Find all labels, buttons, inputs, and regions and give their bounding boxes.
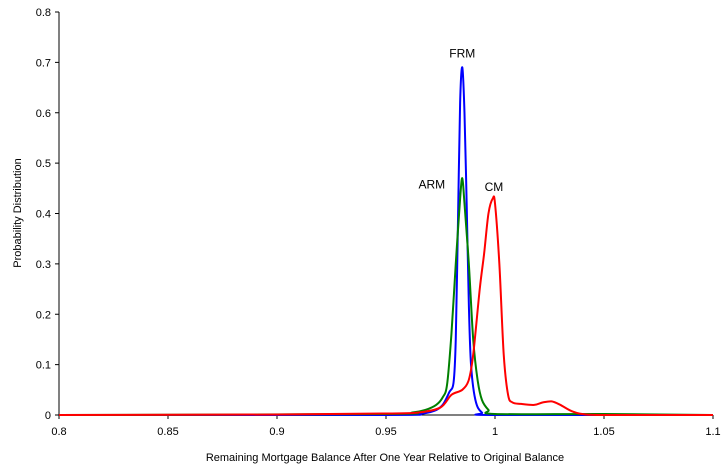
series-label-cm: CM xyxy=(485,180,504,194)
annotation-layer: FRM ARM CM xyxy=(418,46,503,193)
y-tick-label: 0 xyxy=(45,410,51,422)
series-layer xyxy=(58,66,714,417)
series-label-frm: FRM xyxy=(449,46,475,60)
y-axis-title: Probability Distribution xyxy=(12,158,24,267)
axes: 0 0.1 0.2 0.3 0.4 0.5 0.6 0.7 0.8 0.8 0.85 0.9 0.95 1… xyxy=(36,7,721,438)
series-label-arm: ARM xyxy=(418,177,445,191)
series-line-cm xyxy=(58,195,713,416)
x-axis-title: Remaining Mortgage Balance After One Yea… xyxy=(206,452,564,464)
y-tick-label: 0.6 xyxy=(36,108,51,120)
y-tick-label: 0.3 xyxy=(36,259,51,271)
x-tick-label: 0.8 xyxy=(51,426,66,438)
y-tick-label: 0.4 xyxy=(36,209,51,221)
x-tick-label: 1.1 xyxy=(705,426,720,438)
series-line-frm xyxy=(59,66,713,417)
y-tick-label: 0.1 xyxy=(36,360,51,372)
y-tick-label: 0.8 xyxy=(36,7,51,19)
x-tick-label: 0.9 xyxy=(269,426,284,438)
y-tick-label: 0.5 xyxy=(36,158,51,170)
plot-background xyxy=(59,12,713,415)
y-tick-label: 0.2 xyxy=(36,309,51,321)
x-tick-label: 0.85 xyxy=(157,426,178,438)
x-tick-label: 0.95 xyxy=(375,426,396,438)
x-tick-label: 1.05 xyxy=(593,426,614,438)
y-tick-label: 0.7 xyxy=(36,57,51,69)
plot-area xyxy=(59,12,713,415)
x-tick-label: 1 xyxy=(492,426,498,438)
